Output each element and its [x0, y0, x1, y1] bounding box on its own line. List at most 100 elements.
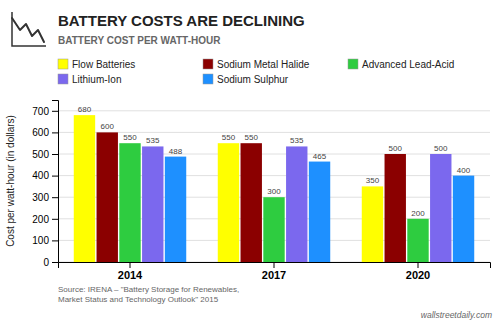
legend-label: Flow Batteries	[72, 59, 135, 70]
data-label: 500	[389, 144, 403, 153]
legend-item: Flow Batteries	[58, 59, 135, 70]
data-labels: 6805503506005505005503002005355355004884…	[78, 105, 471, 218]
bar	[165, 157, 186, 262]
grid	[58, 111, 490, 262]
chart: BATTERY COSTS ARE DECLINING BATTERY COST …	[0, 0, 500, 323]
data-label: 550	[245, 133, 259, 142]
y-tick: 400	[32, 170, 58, 181]
bar	[263, 197, 284, 262]
legend-label: Advanced Lead-Acid	[362, 59, 454, 70]
data-label: 350	[366, 176, 380, 185]
bar	[309, 162, 330, 262]
bar	[453, 176, 474, 262]
legend-label: Sodium Metal Halide	[217, 59, 310, 70]
bar	[74, 115, 95, 262]
y-tick-label: 200	[32, 214, 49, 225]
data-label: 200	[411, 209, 425, 218]
legend-item: Sodium Metal Halide	[203, 59, 310, 70]
subtitle: BATTERY COST PER WATT-HOUR	[58, 35, 221, 46]
legend-label: Lithium-Ion	[72, 74, 121, 85]
data-label: 680	[78, 105, 92, 114]
legend-label: Sodium Sulphur	[217, 74, 289, 85]
title: BATTERY COSTS ARE DECLINING	[58, 12, 305, 29]
data-label: 550	[222, 133, 236, 142]
y-axis-title: Cost per watt-hour (in dollars)	[5, 115, 16, 247]
y-tick-label: 100	[32, 235, 49, 246]
y-tick-mark	[52, 111, 58, 112]
bar	[385, 154, 406, 262]
header-icon-axes	[12, 12, 46, 46]
y-tick: 500	[32, 149, 58, 160]
x-tick-mark	[274, 262, 275, 268]
y-tick: 600	[32, 127, 58, 138]
y-tick-mark	[52, 262, 58, 263]
data-label: 500	[434, 144, 448, 153]
bar	[241, 143, 262, 262]
legend-swatch	[58, 74, 68, 84]
source-line: Source: IRENA – "Battery Storage for Ren…	[58, 285, 239, 294]
y-tick-mark	[52, 176, 58, 177]
y-tick-label: 600	[32, 127, 49, 138]
y-tick-label: 300	[32, 192, 49, 203]
bar-series	[97, 132, 406, 262]
y-tick-label: 0	[43, 257, 49, 268]
data-label: 488	[169, 147, 183, 156]
data-label: 535	[290, 136, 304, 145]
data-label: 600	[101, 122, 115, 131]
x-tick: 2014	[118, 262, 143, 281]
header-icon	[12, 18, 44, 42]
x-axis-line	[59, 263, 491, 269]
bar-series	[142, 146, 451, 262]
legend-item: Advanced Lead-Acid	[348, 59, 454, 70]
source-note: Source: IRENA – "Battery Storage for Ren…	[58, 285, 239, 304]
y-tick-label: 500	[32, 149, 49, 160]
y-tick-label: 700	[32, 106, 49, 117]
legend-swatch	[348, 59, 358, 69]
y-tick-label: 400	[32, 170, 49, 181]
legend-swatch	[203, 74, 213, 84]
y-tick-mark	[52, 240, 58, 241]
bars	[74, 115, 474, 262]
x-tick-label: 2014	[118, 269, 143, 281]
y-tick: 300	[32, 192, 58, 203]
bar	[362, 186, 383, 262]
watermark: wallstreetdaily.com	[421, 310, 492, 320]
y-axis: 0 100 200 300 400 500 600 700	[32, 101, 58, 268]
y-tick: 700	[32, 106, 58, 117]
data-label: 535	[146, 136, 160, 145]
grid-line	[58, 110, 490, 111]
bar-series	[119, 143, 428, 262]
bar	[97, 132, 118, 262]
bar	[119, 143, 140, 262]
y-tick-mark	[52, 154, 58, 155]
bar	[286, 146, 307, 262]
data-label: 300	[267, 187, 281, 196]
legend-swatch	[203, 59, 213, 69]
y-tick-mark	[52, 219, 58, 220]
x-axis: 2014 2017 2020	[59, 262, 491, 281]
y-tick-mark	[52, 132, 58, 133]
bar	[430, 154, 451, 262]
y-tick-mark	[52, 197, 58, 198]
x-tick: 2017	[262, 262, 286, 281]
bar-series	[165, 157, 474, 262]
bar-series	[74, 115, 383, 262]
x-tick: 2020	[406, 262, 430, 281]
legend: Flow Batteries Sodium Metal Halide Advance…	[58, 59, 454, 85]
data-label: 465	[313, 152, 327, 161]
x-tick-label: 2017	[262, 269, 286, 281]
x-tick-mark	[130, 262, 131, 268]
bar	[407, 219, 428, 262]
data-label: 400	[457, 166, 471, 175]
legend-item: Lithium-Ion	[58, 74, 121, 85]
x-tick-mark	[418, 262, 419, 268]
bar	[218, 143, 239, 262]
y-axis-line	[52, 101, 59, 263]
x-tick-label: 2020	[406, 269, 430, 281]
y-tick: 100	[32, 235, 58, 246]
bar	[142, 146, 163, 262]
legend-item: Sodium Sulphur	[203, 74, 289, 85]
y-tick: 200	[32, 214, 58, 225]
y-tick: 0	[43, 257, 58, 268]
source-line: Market Status and Technology Outlook" 20…	[58, 295, 219, 304]
